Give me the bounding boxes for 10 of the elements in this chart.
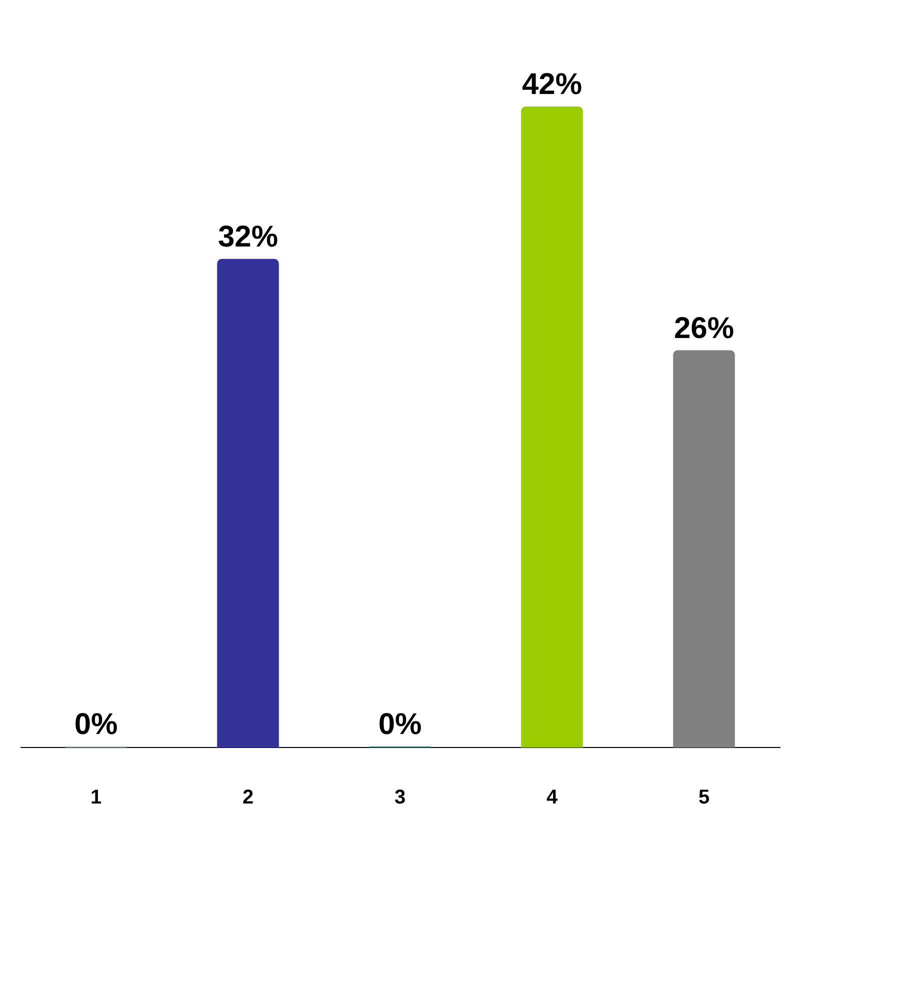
x-tick-label: 1 [90,786,102,808]
data-label: 32% [218,220,278,254]
x-tick-label: 4 [546,786,558,808]
data-label: 26% [674,312,734,345]
x-tick-label: 5 [698,786,710,808]
data-label: 0% [378,708,422,741]
x-tick-label: 2 [242,786,254,808]
data-label: 42% [522,68,582,101]
x-tick-label: 3 [394,786,406,808]
data-label: 0% [74,708,118,741]
